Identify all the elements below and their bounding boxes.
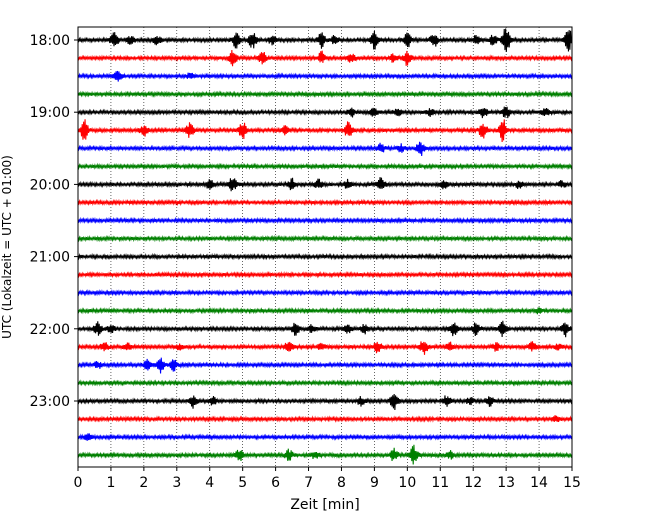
x-tick-label: 9 — [370, 475, 379, 491]
x-axis-ticks: 0 1 2 3 4 5 6 7 8 9 10 11 12 13 14 15 — [74, 467, 581, 491]
seismic-trace — [77, 320, 573, 338]
seismic-trace — [77, 379, 573, 387]
seismic-trace — [77, 357, 573, 374]
seismic-trace — [77, 306, 573, 315]
seismic-trace — [77, 50, 573, 67]
x-tick-label: 15 — [563, 475, 581, 491]
seismic-trace — [77, 444, 573, 465]
seismic-trace — [77, 216, 573, 225]
y-axis-ticks: 18:00 19:00 20:00 21:00 22:00 23:00 — [30, 33, 78, 410]
x-tick-label: 11 — [431, 475, 449, 491]
x-tick-label: 14 — [530, 475, 548, 491]
y-axis-label: UTC (Lokalzeit = UTC + 01:00) — [0, 155, 14, 339]
x-tick-label: 5 — [238, 475, 247, 491]
y-tick-label: 19:00 — [30, 105, 70, 121]
x-tick-label: 0 — [74, 475, 83, 491]
seismic-trace — [77, 433, 573, 441]
y-tick-label: 20:00 — [30, 177, 70, 193]
seismic-trace — [77, 252, 573, 261]
x-tick-label: 6 — [271, 475, 280, 491]
seismic-trace — [77, 70, 573, 82]
x-tick-label: 2 — [139, 475, 148, 491]
seismic-trace — [77, 198, 573, 207]
x-tick-label: 7 — [304, 475, 313, 491]
seismic-trace — [77, 394, 573, 411]
seismic-trace — [77, 288, 573, 297]
x-tick-label: 8 — [337, 475, 346, 491]
y-tick-label: 21:00 — [30, 250, 70, 266]
seismic-trace — [77, 90, 573, 98]
plot-border — [77, 26, 573, 468]
x-tick-label: 3 — [172, 475, 181, 491]
vertical-grid — [110, 27, 540, 467]
x-axis-label: Zeit [min] — [290, 497, 359, 513]
x-tick-label: 10 — [398, 475, 416, 491]
seismic-trace — [77, 106, 573, 119]
seismic-trace — [77, 28, 573, 52]
seismic-trace — [77, 270, 573, 279]
seismic-traces — [77, 28, 573, 465]
seismic-trace — [77, 234, 573, 243]
x-tick-label: 1 — [106, 475, 115, 491]
y-tick-label: 22:00 — [30, 322, 70, 338]
seismic-trace — [77, 177, 573, 192]
x-tick-label: 4 — [205, 475, 214, 491]
seismic-trace — [77, 162, 573, 171]
seismic-trace — [77, 341, 573, 355]
seismic-trace — [77, 119, 573, 142]
seismic-trace — [77, 141, 573, 157]
y-tick-label: 23:00 — [30, 394, 70, 410]
y-tick-label: 18:00 — [30, 33, 70, 49]
x-tick-label: 13 — [497, 475, 515, 491]
x-tick-label: 12 — [464, 475, 482, 491]
seismic-trace — [77, 415, 573, 423]
